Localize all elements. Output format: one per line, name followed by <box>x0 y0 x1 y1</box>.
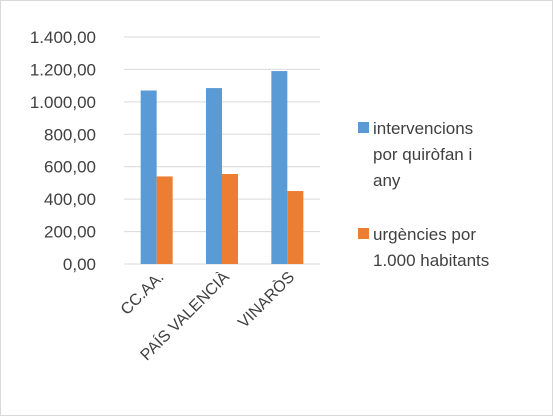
legend-label: urgències por <box>373 225 476 244</box>
bar-series-2-3 <box>287 191 304 264</box>
x-axis-category-labels: CC.AA.PAÍS VALENCIÀ VINARÒS <box>118 267 298 364</box>
y-tick-label: 400,00 <box>44 190 96 209</box>
y-axis-tick-labels: 0,00 200,00 400,00 600,00 800,00 1.000,00 1.20… <box>30 28 96 274</box>
legend-swatch <box>358 122 369 133</box>
y-tick-label: 800,00 <box>44 125 96 144</box>
legend-label: 1.000 habitants <box>373 251 489 270</box>
x-category-label: VINARÒS <box>234 267 298 331</box>
y-tick-label: 1.400,00 <box>30 28 96 47</box>
legend: intervencions por quiròfan i any urgències … <box>358 119 489 270</box>
y-tick-label: 0,00 <box>63 255 96 274</box>
bar-series-1-1 <box>140 90 157 264</box>
y-tick-label: 1.200,00 <box>30 60 96 79</box>
y-tick-label: 200,00 <box>44 223 96 242</box>
y-tick-label: 600,00 <box>44 158 96 177</box>
bar-series-2-2 <box>222 174 238 264</box>
bar-series-2-1 <box>156 176 173 264</box>
legend-label: por quiròfan i <box>373 145 472 164</box>
legend-label: any <box>373 171 401 190</box>
legend-label: intervencions <box>373 119 473 138</box>
y-tick-label: 1.000,00 <box>30 93 96 112</box>
x-category-label: CC.AA. <box>118 269 168 319</box>
bar-series-1-2 <box>206 88 222 264</box>
bar-series-1-3 <box>271 71 288 264</box>
legend-swatch <box>358 228 369 239</box>
bars <box>140 71 304 264</box>
